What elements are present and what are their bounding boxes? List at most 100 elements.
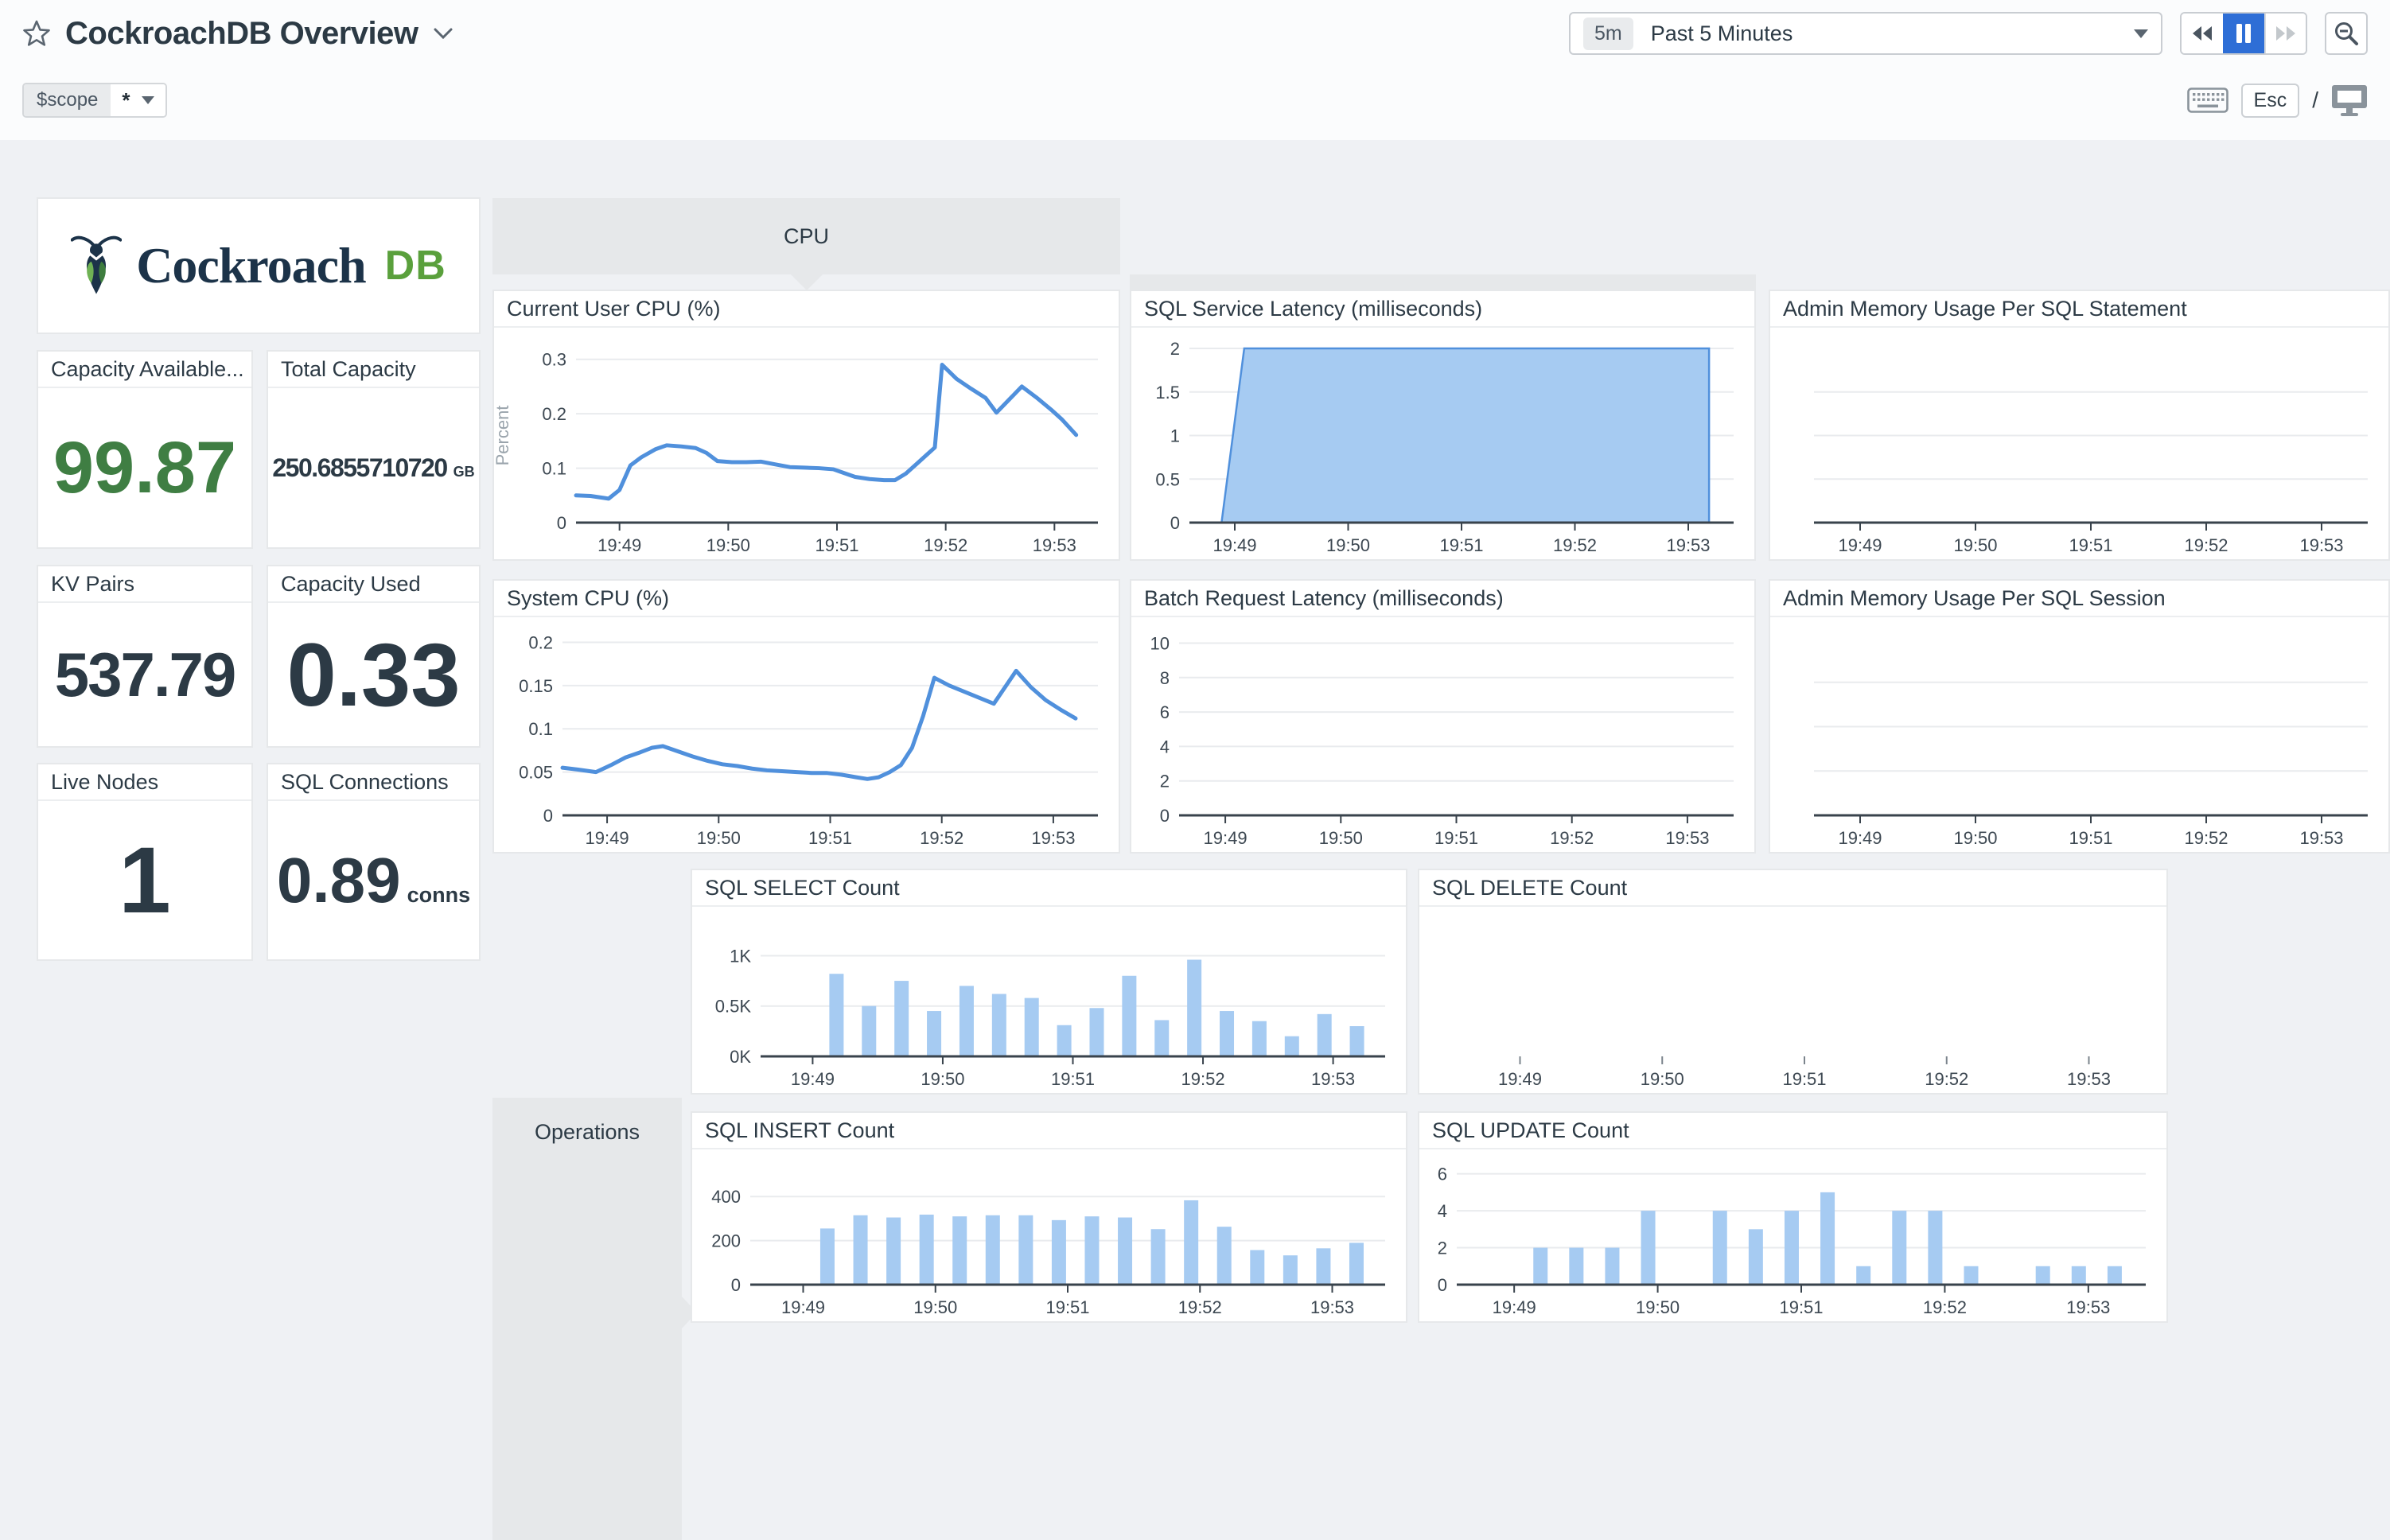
stat-value: 0.33: [286, 624, 461, 725]
svg-text:19:50: 19:50: [1326, 535, 1370, 555]
svg-text:19:51: 19:51: [2069, 535, 2112, 555]
chart-card-current-user-cpu: Current User CPU (%) 0 0.1 0.2 0.3 Percent 19…: [492, 290, 1120, 561]
stat-card-live-nodes[interactable]: Live Nodes 1: [37, 763, 253, 961]
svg-text:4: 4: [1160, 737, 1170, 756]
stat-value: 0.89: [276, 844, 401, 916]
svg-text:19:53: 19:53: [2299, 535, 2343, 555]
keyboard-shortcuts-icon[interactable]: [2186, 88, 2228, 113]
svg-text:19:52: 19:52: [1550, 828, 1594, 848]
time-range-selector[interactable]: 5m Past 5 Minutes: [1569, 12, 2162, 55]
logo-wordmark: Cockroach: [136, 237, 366, 294]
svg-text:0: 0: [1438, 1275, 1447, 1295]
scope-variable-value: *: [122, 88, 130, 112]
chart-title: SQL DELETE Count: [1419, 870, 2166, 907]
chart-card-system-cpu: System CPU (%) 0 0.05 0.1 0.15 0.2 19:49 19:50…: [492, 579, 1120, 854]
svg-text:1: 1: [1170, 426, 1180, 446]
svg-text:19:50: 19:50: [1953, 828, 1997, 848]
stat-label: Total Capacity: [268, 352, 479, 388]
svg-text:19:50: 19:50: [697, 828, 741, 848]
scope-template-variable[interactable]: $scope *: [22, 83, 167, 118]
svg-text:19:51: 19:51: [815, 535, 858, 555]
system-cpu-chart[interactable]: 0 0.05 0.1 0.15 0.2 19:49 19:50 19:51 19:52 19:53: [494, 617, 1119, 852]
current-user-cpu-chart[interactable]: 0 0.1 0.2 0.3 Percent 19:49 19:50 19:51 19:52 19:…: [494, 328, 1119, 559]
group-notch: [789, 274, 823, 290]
chart-title: SQL Service Latency (milliseconds): [1131, 291, 1754, 328]
sql-update-count-chart[interactable]: 0 2 4 6 19:49 19:50 19:51 19:52 19:53: [1419, 1149, 2166, 1321]
group-label: CPU: [783, 224, 829, 248]
svg-text:19:49: 19:49: [1838, 535, 1882, 555]
svg-text:2: 2: [1160, 772, 1170, 791]
svg-text:19:50: 19:50: [1319, 828, 1363, 848]
svg-text:0.05: 0.05: [519, 763, 553, 783]
cockroachdb-bug-icon: [70, 231, 123, 301]
svg-text:2: 2: [1438, 1239, 1447, 1258]
svg-text:0: 0: [731, 1275, 741, 1295]
title-chevron-down-icon[interactable]: [433, 27, 453, 40]
svg-text:19:53: 19:53: [2066, 1297, 2110, 1317]
chart-title: Current User CPU (%): [494, 291, 1119, 328]
svg-text:0K: 0K: [730, 1047, 751, 1067]
svg-text:19:52: 19:52: [1925, 1069, 1968, 1089]
svg-text:19:53: 19:53: [1665, 828, 1709, 848]
scope-variable-name: $scope: [24, 84, 111, 116]
svg-text:19:53: 19:53: [2067, 1069, 2111, 1089]
slash-key-label: /: [2312, 88, 2318, 112]
stat-label: KV Pairs: [38, 566, 251, 603]
zoom-out-button[interactable]: [2325, 12, 2368, 55]
svg-text:19:52: 19:52: [920, 828, 963, 848]
stat-card-kv-pairs[interactable]: KV Pairs 537.79: [37, 565, 253, 748]
svg-text:0: 0: [543, 806, 553, 826]
batch-request-latency-chart[interactable]: 0 2 4 6 8 10 19:49 19:50 19:51 19:52 19:53: [1131, 617, 1754, 852]
stat-card-capacity-used[interactable]: Capacity Used 0.33: [267, 565, 481, 748]
svg-text:19:52: 19:52: [2184, 828, 2228, 848]
forward-button[interactable]: [2264, 14, 2306, 53]
svg-text:1K: 1K: [730, 946, 751, 966]
chart-title: Admin Memory Usage Per SQL Statement: [1770, 291, 2388, 328]
stat-value: 1: [119, 827, 171, 933]
svg-text:6: 6: [1160, 702, 1170, 722]
admin-memory-statement-chart[interactable]: 19:49 19:50 19:51 19:52 19:53: [1770, 328, 2388, 559]
svg-text:19:50: 19:50: [1953, 535, 1997, 555]
svg-text:19:50: 19:50: [1636, 1297, 1680, 1317]
svg-text:2: 2: [1170, 339, 1180, 359]
svg-text:19:49: 19:49: [598, 535, 641, 555]
svg-text:19:52: 19:52: [924, 535, 967, 555]
favorite-star-icon[interactable]: [22, 19, 51, 48]
svg-text:19:50: 19:50: [921, 1069, 964, 1089]
chart-card-sql-service-latency: SQL Service Latency (milliseconds) 0 0.5 1…: [1130, 290, 1756, 561]
svg-text:19:53: 19:53: [1031, 828, 1075, 848]
svg-text:19:53: 19:53: [1666, 535, 1710, 555]
esc-key-badge[interactable]: Esc: [2240, 83, 2300, 118]
rewind-button[interactable]: [2182, 14, 2223, 53]
svg-text:0: 0: [557, 513, 566, 533]
svg-text:19:51: 19:51: [1051, 1069, 1095, 1089]
stat-value: 537.79: [54, 639, 237, 710]
time-range-badge: 5m: [1583, 17, 1633, 50]
svg-text:19:51: 19:51: [1434, 828, 1478, 848]
sql-delete-count-chart[interactable]: 19:49 19:50 19:51 19:52 19:53: [1419, 907, 2166, 1093]
chart-title: System CPU (%): [494, 581, 1119, 617]
stat-card-sql-connections[interactable]: SQL Connections 0.89 conns: [267, 763, 481, 961]
svg-text:10: 10: [1150, 633, 1170, 653]
svg-text:0.5K: 0.5K: [715, 997, 752, 1017]
stat-card-capacity-available[interactable]: Capacity Available... 99.87: [37, 350, 253, 549]
svg-text:0.2: 0.2: [528, 632, 553, 652]
svg-text:1.5: 1.5: [1155, 383, 1180, 402]
svg-text:19:49: 19:49: [1838, 828, 1882, 848]
group-header-operations[interactable]: Operations: [492, 1098, 697, 1540]
svg-text:19:49: 19:49: [1204, 828, 1248, 848]
svg-text:19:51: 19:51: [1779, 1297, 1823, 1317]
sql-select-count-chart[interactable]: 0K 0.5K 1K 19:49 19:50 19:51 19:52 19:53: [692, 907, 1406, 1093]
pause-button[interactable]: [2223, 14, 2264, 53]
sql-service-latency-chart[interactable]: 0 0.5 1 1.5 2 19:49 19:50 19:51 19:52 19:53: [1131, 328, 1754, 559]
chart-card-sql-update-count: SQL UPDATE Count 0 2 4 6 19:49 19:50 19:51 19:5…: [1418, 1111, 2168, 1323]
svg-text:19:49: 19:49: [791, 1069, 835, 1089]
sql-insert-count-chart[interactable]: 0 200 400 19:49 19:50 19:51 19:52 19:53: [692, 1149, 1406, 1321]
group-header-cpu[interactable]: CPU: [492, 198, 1120, 290]
stat-unit: conns: [407, 882, 471, 907]
admin-memory-session-chart[interactable]: 19:49 19:50 19:51 19:52 19:53: [1770, 617, 2388, 852]
fullscreen-monitor-icon[interactable]: [2331, 84, 2368, 117]
svg-text:0.2: 0.2: [542, 404, 566, 424]
svg-text:19:50: 19:50: [706, 535, 750, 555]
stat-card-total-capacity[interactable]: Total Capacity 250.6855710720 GB: [267, 350, 481, 549]
